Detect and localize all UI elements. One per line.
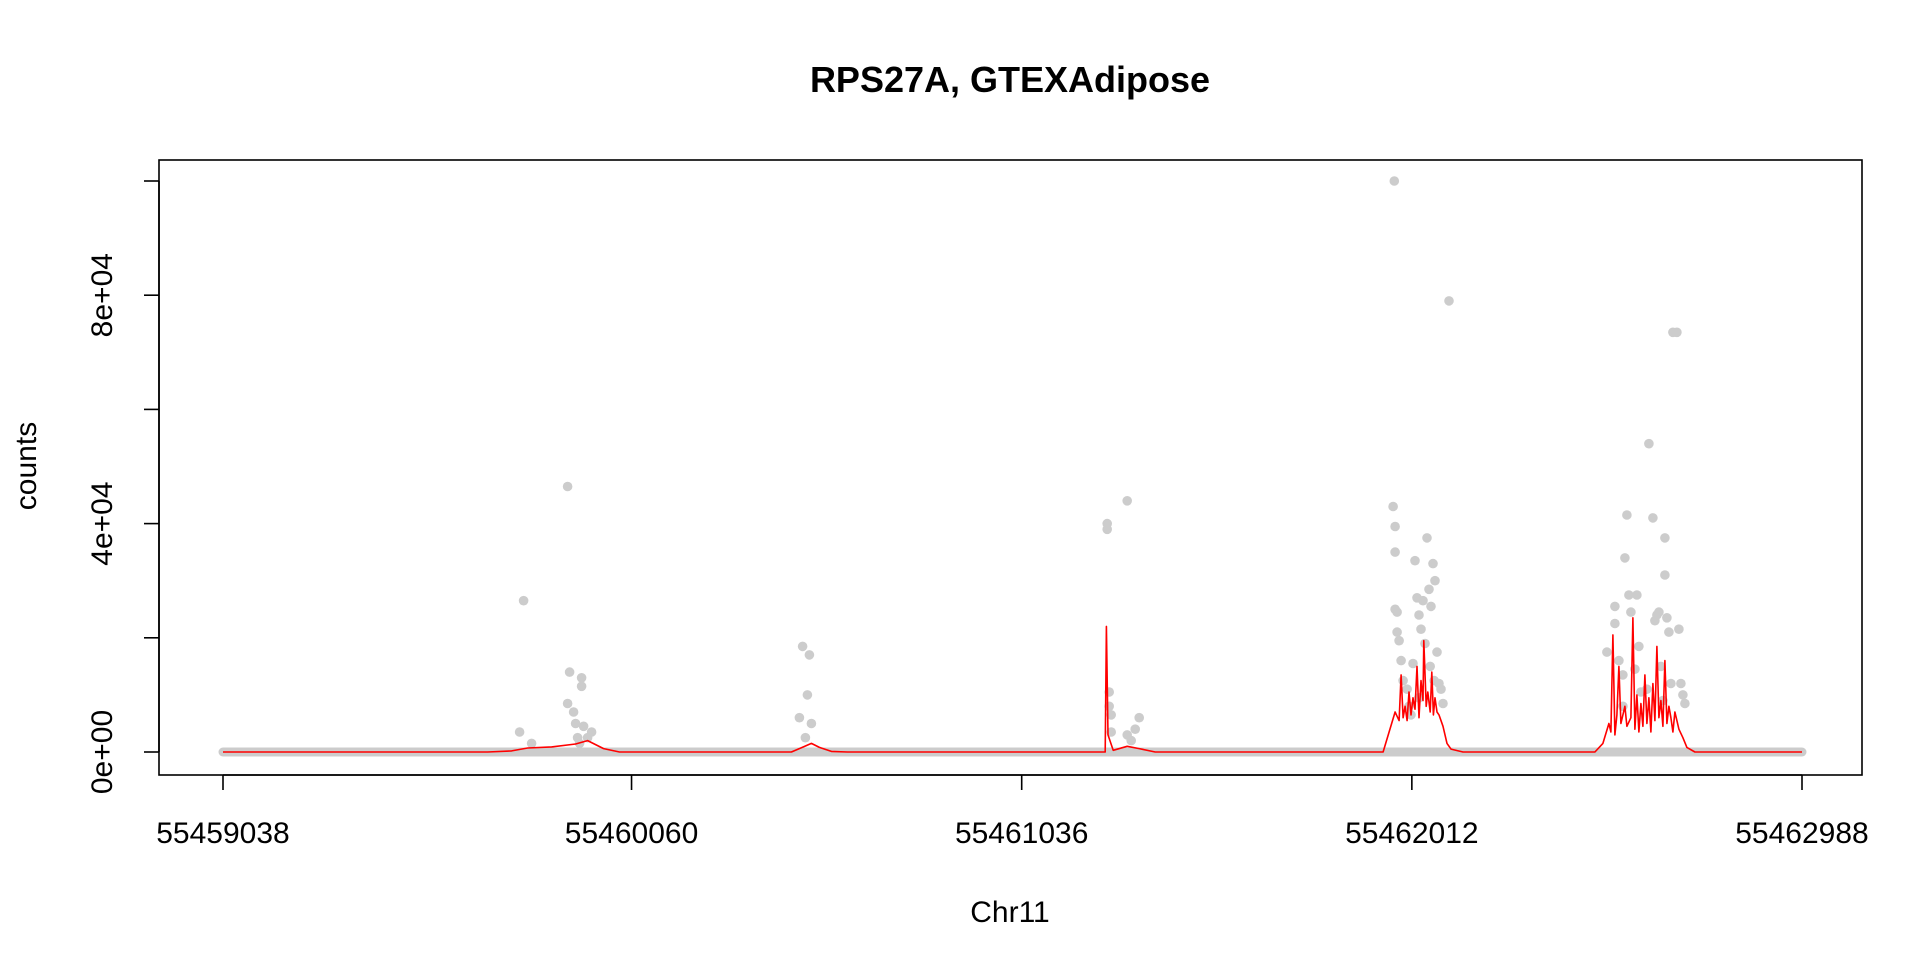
data-point <box>514 727 525 737</box>
data-point <box>1632 590 1642 600</box>
data-point <box>1660 533 1670 543</box>
data-point <box>1426 601 1436 612</box>
data-point <box>1436 684 1446 694</box>
x-tick-label: 55460060 <box>565 817 698 850</box>
data-point <box>586 727 597 737</box>
data-point <box>1656 661 1666 672</box>
data-point <box>1424 584 1434 595</box>
data-point <box>1444 296 1454 306</box>
data-point <box>1122 496 1132 506</box>
data-point <box>1634 641 1644 652</box>
data-point <box>1672 327 1682 338</box>
chart-title: RPS27A, GTEXAdipose <box>810 59 1210 100</box>
data-point <box>1432 647 1442 657</box>
data-point <box>1392 607 1402 617</box>
data-point <box>1425 661 1435 672</box>
data-point <box>1420 638 1430 649</box>
data-point <box>1648 513 1658 523</box>
data-point <box>1106 727 1116 737</box>
data-point <box>518 595 529 606</box>
data-points <box>218 176 1807 757</box>
y-tick-label: 4e+04 <box>86 481 119 565</box>
data-point <box>1390 521 1400 532</box>
data-point <box>1396 655 1406 666</box>
data-point <box>1620 553 1630 563</box>
data-point <box>1418 595 1428 606</box>
data-point <box>564 667 575 677</box>
data-point <box>1408 658 1418 669</box>
data-point <box>1414 610 1424 620</box>
data-point <box>1644 438 1654 449</box>
y-axis-label: counts <box>10 422 43 510</box>
data-point <box>1102 524 1112 535</box>
data-point <box>1388 501 1398 512</box>
data-point <box>1680 698 1690 709</box>
data-point <box>1622 510 1632 520</box>
data-point <box>1402 684 1412 694</box>
x-axis-label: Chr11 <box>970 896 1049 929</box>
data-point <box>1664 627 1674 637</box>
data-point <box>562 698 573 709</box>
data-point <box>1662 613 1672 623</box>
data-point <box>1614 655 1624 666</box>
data-point <box>526 738 537 749</box>
data-point <box>1626 607 1636 617</box>
data-point <box>797 641 808 652</box>
data-point <box>1430 575 1440 586</box>
data-point <box>570 718 581 729</box>
data-point <box>1416 624 1426 634</box>
data-point <box>1674 624 1684 634</box>
data-point <box>576 681 587 692</box>
data-point <box>1106 710 1116 720</box>
x-tick-label: 55459038 <box>156 817 289 850</box>
smoothed-line-group <box>223 617 1802 753</box>
data-point <box>1390 547 1400 557</box>
data-point <box>1624 590 1634 600</box>
data-point <box>1618 670 1628 680</box>
data-point <box>1610 618 1620 629</box>
data-point <box>806 718 817 729</box>
data-point <box>1422 533 1432 543</box>
data-point <box>1392 627 1402 637</box>
data-point <box>800 732 811 743</box>
data-point <box>1410 555 1420 566</box>
data-point <box>802 690 813 700</box>
data-point <box>1126 735 1136 746</box>
data-point <box>804 650 815 660</box>
x-tick-label: 55462012 <box>1345 817 1478 850</box>
data-point <box>1666 678 1676 689</box>
data-point <box>1398 675 1408 686</box>
data-point <box>1660 570 1670 580</box>
data-point <box>1428 558 1438 569</box>
x-axis: 55459038 55460060 55461036 55462012 55462988 <box>156 774 1869 850</box>
data-point <box>1654 607 1664 617</box>
data-point <box>1394 635 1404 646</box>
data-point <box>1438 698 1448 709</box>
data-point <box>794 712 805 723</box>
data-point <box>578 721 589 732</box>
data-point <box>1602 647 1612 657</box>
y-axis: 0e+00 4e+04 8e+04 <box>86 180 160 794</box>
x-tick-label: 55462988 <box>1735 817 1868 850</box>
data-point <box>562 481 573 492</box>
data-point <box>568 707 579 717</box>
data-point <box>1678 690 1688 700</box>
data-point <box>1389 176 1400 186</box>
plot-frame <box>158 159 1863 776</box>
x-tick-label: 55461036 <box>955 817 1088 850</box>
smoothed-line <box>223 617 1802 753</box>
data-point <box>1610 601 1620 612</box>
data-point <box>1130 724 1140 734</box>
y-tick-label: 8e+04 <box>86 253 119 337</box>
data-point <box>1676 678 1686 689</box>
y-tick-label: 0e+00 <box>86 710 119 794</box>
data-point <box>576 673 587 683</box>
data-point <box>1134 712 1144 723</box>
